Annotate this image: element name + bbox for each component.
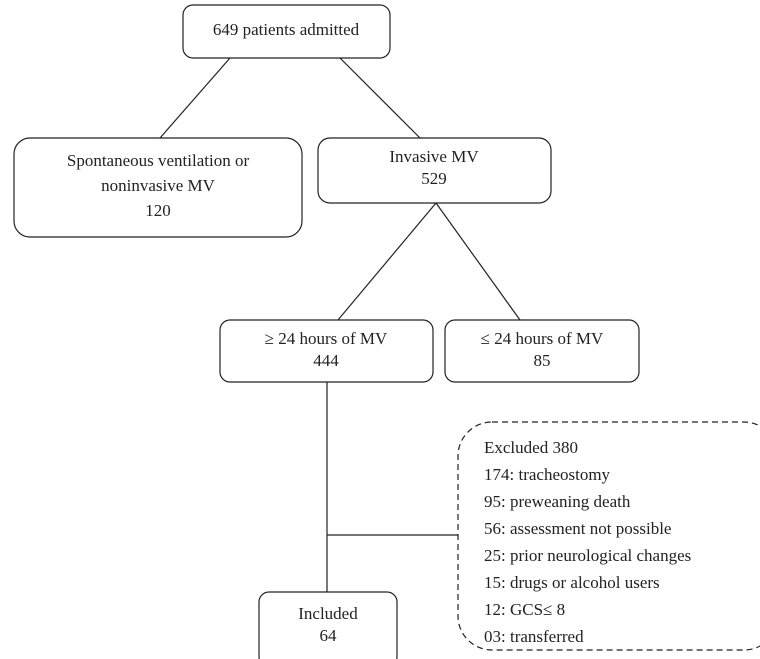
node-label: 649 patients admitted (213, 20, 360, 39)
edge (339, 57, 421, 139)
node-label: 95: preweaning death (484, 492, 631, 511)
node-label: 529 (421, 169, 447, 188)
node-label: Invasive MV (389, 147, 479, 166)
node-label: 64 (320, 626, 338, 645)
node-box (444, 319, 640, 383)
node-box (219, 319, 434, 383)
excluded-box (457, 421, 760, 651)
node-label: 120 (145, 201, 171, 220)
node-label: Excluded 380 (484, 438, 578, 457)
node-label: Spontaneous ventilation or (67, 151, 250, 170)
node-label: ≤ 24 hours of MV (481, 329, 604, 348)
node-box (13, 137, 303, 238)
node-box (182, 4, 391, 59)
edge (159, 57, 231, 139)
edge (435, 202, 521, 321)
node-label: 174: tracheostomy (484, 465, 611, 484)
node-label: ≥ 24 hours of MV (265, 329, 388, 348)
node-box (317, 137, 552, 204)
node-label: 444 (313, 351, 339, 370)
node-label: 85 (534, 351, 551, 370)
node-label: 56: assessment not possible (484, 519, 671, 538)
node-label: 03: transferred (484, 627, 584, 646)
node-label: 12: GCS≤ 8 (484, 600, 565, 619)
node-label: noninvasive MV (101, 176, 216, 195)
node-label: Included (298, 604, 358, 623)
edge (337, 202, 437, 321)
node-label: 15: drugs or alcohol users (484, 573, 660, 592)
node-box (258, 591, 398, 659)
labels: 649 patients admitted Spontaneous ventila… (67, 20, 691, 646)
node-label: 25: prior neurological changes (484, 546, 691, 565)
edges (159, 57, 521, 592)
